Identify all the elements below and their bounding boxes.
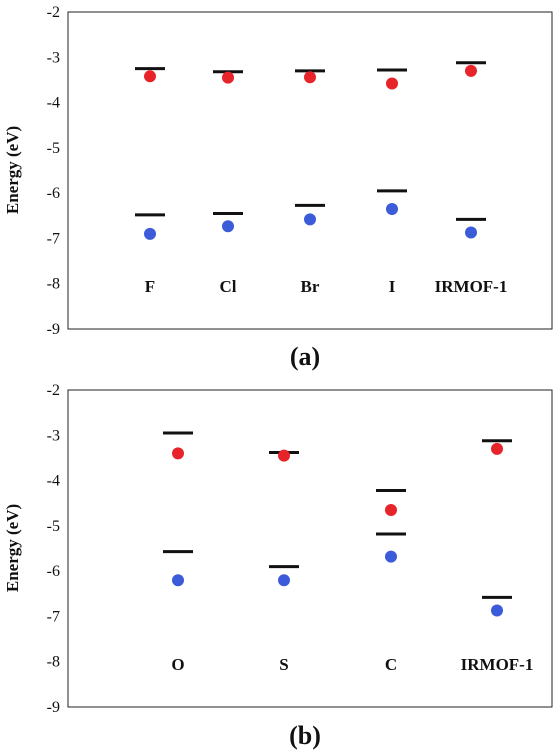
category-labels: O S C IRMOF-1: [171, 655, 533, 674]
y-tick-label: -7: [47, 230, 60, 247]
category-label: O: [171, 655, 184, 674]
y-tick-labels: -2 -3 -4 -5 -6 -7 -8 -9: [47, 382, 60, 716]
energy-point: [222, 71, 234, 84]
y-tick-label: -6: [47, 563, 60, 580]
y-tick-label: -3: [47, 427, 60, 444]
y-axis-label: Energy (eV): [3, 504, 22, 592]
data-marks: [163, 431, 512, 617]
energy-point: [386, 202, 398, 215]
energy-point: [386, 77, 398, 90]
category-labels: F Cl Br I IRMOF-1: [145, 277, 508, 296]
category-label: Br: [301, 277, 320, 296]
category-label: Cl: [220, 277, 237, 296]
energy-point: [144, 227, 156, 240]
y-tick-label: -5: [47, 518, 60, 535]
energy-point: [491, 604, 503, 617]
energy-point: [385, 550, 397, 563]
category-label: IRMOF-1: [461, 655, 534, 674]
y-tick-label: -9: [47, 699, 60, 716]
plot-area-frame: [67, 11, 553, 330]
energy-point: [465, 64, 477, 77]
y-tick-label: -9: [47, 321, 60, 338]
plot-area-frame: [67, 389, 553, 708]
y-axis-label: Energy (eV): [3, 126, 22, 214]
y-tick-label: -4: [47, 95, 60, 112]
energy-point: [172, 574, 184, 587]
y-tick-labels: -2 -3 -4 -5 -6 -7 -8 -9: [47, 4, 60, 338]
energy-point: [304, 213, 316, 226]
category-label: C: [385, 655, 397, 674]
y-tick-label: -6: [47, 185, 60, 202]
panel-a: -2 -3 -4 -5 -6 -7 -8 -9 F Cl Br I IRMOF-1 Energy (e…: [3, 4, 553, 371]
y-tick-label: -8: [47, 276, 60, 293]
y-tick-label: -7: [47, 608, 60, 625]
panel-label-b: (b): [289, 721, 321, 750]
y-tick-label: -8: [47, 654, 60, 671]
y-tick-label: -4: [47, 473, 60, 490]
category-label: F: [145, 277, 155, 296]
energy-point: [465, 226, 477, 239]
category-label: S: [279, 655, 288, 674]
energy-point: [278, 574, 290, 587]
y-tick-label: -5: [47, 140, 60, 157]
energy-point: [491, 442, 503, 455]
energy-point: [385, 504, 397, 517]
y-tick-label: -3: [47, 49, 60, 66]
energy-point: [144, 70, 156, 83]
category-label: IRMOF-1: [435, 277, 508, 296]
energy-point: [222, 220, 234, 233]
panel-label-a: (a): [290, 342, 320, 371]
energy-point: [278, 449, 290, 462]
energy-point: [172, 447, 184, 460]
category-label: I: [389, 277, 396, 296]
y-tick-label: -2: [47, 382, 60, 399]
energy-point: [304, 71, 316, 84]
panel-b: -2-3-4-5-6-7-8-9 O S C IRMOF-1 Energy (eV) …: [3, 382, 553, 750]
y-tick-label: -2: [47, 4, 60, 21]
data-marks: [135, 61, 486, 240]
